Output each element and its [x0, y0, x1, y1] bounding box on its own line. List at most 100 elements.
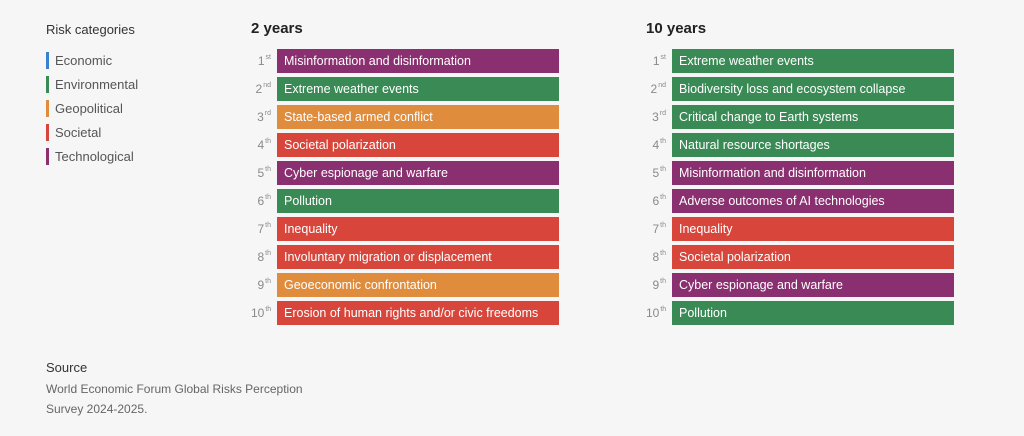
rank-number: 6th: [646, 194, 672, 208]
two-year-title: 2 years: [251, 20, 303, 37]
ranking-row: 5th Cyber espionage and warfare: [251, 159, 559, 187]
rank-value: 10: [251, 306, 265, 320]
legend-swatch: [46, 51, 49, 69]
rank-suffix: th: [660, 278, 666, 285]
rank-number: 9th: [646, 278, 672, 292]
rank-number: 7th: [646, 222, 672, 236]
ranking-row: 10th Pollution: [646, 299, 954, 327]
rank-number: 5th: [646, 166, 672, 180]
rank-suffix: th: [265, 222, 271, 229]
source-text: World Economic Forum Global Risks Percep…: [46, 382, 303, 416]
two-year-ranking: 2 years 1st Misinformation and disinforma…: [251, 20, 559, 327]
rank-suffix: rd: [659, 110, 666, 117]
rank-value: 6: [652, 194, 660, 208]
legend-swatch: [46, 147, 49, 165]
rank-suffix: th: [660, 166, 666, 173]
risk-bar: Geoeconomic confrontation: [277, 273, 559, 297]
rank-suffix: th: [265, 250, 271, 257]
legend-label: Economic: [55, 52, 113, 68]
risk-bar: Extreme weather events: [277, 77, 559, 101]
legend-swatch: [46, 99, 49, 117]
risk-bar: Pollution: [672, 301, 954, 325]
source-note: Source World Economic Forum Global Risks…: [46, 360, 306, 419]
rank-number: 3rd: [251, 110, 277, 124]
ten-year-title: 10 years: [646, 20, 707, 37]
legend-item-economic: Economic: [46, 48, 236, 72]
ranking-row: 5th Misinformation and disinformation: [646, 159, 954, 187]
risk-bar: Pollution: [277, 189, 559, 213]
risk-bar: Erosion of human rights and/or civic fre…: [277, 301, 559, 325]
rank-value: 6: [257, 194, 265, 208]
ranking-row: 4th Natural resource shortages: [646, 131, 954, 159]
ranking-row: 3rd Critical change to Earth systems: [646, 103, 954, 131]
risk-bar: State-based armed conflict: [277, 105, 559, 129]
ten-year-rows: 1st Extreme weather events 2nd Biodiversity…: [646, 47, 954, 327]
rank-value: 1: [257, 54, 265, 68]
rank-value: 3: [652, 110, 659, 124]
risk-bar: Cyber espionage and warfare: [672, 273, 954, 297]
ranking-row: 7th Inequality: [251, 215, 559, 243]
rank-number: 2nd: [251, 82, 277, 96]
legend-swatch: [46, 123, 49, 141]
ranking-row: 4th Societal polarization: [251, 131, 559, 159]
ranking-row: 1st Misinformation and disinformation: [251, 47, 559, 75]
risk-bar: Societal polarization: [672, 245, 954, 269]
ranking-row: 8th Societal polarization: [646, 243, 954, 271]
rank-value: 2: [255, 82, 263, 96]
ranking-row: 9th Cyber espionage and warfare: [646, 271, 954, 299]
rank-suffix: st: [265, 54, 271, 61]
rank-number: 3rd: [646, 110, 672, 124]
rank-suffix: th: [265, 166, 271, 173]
rank-suffix: nd: [658, 82, 666, 89]
ranking-row: 3rd State-based armed conflict: [251, 103, 559, 131]
ten-year-ranking: 10 years 1st Extreme weather events 2nd Bio…: [646, 20, 954, 327]
rank-number: 2nd: [646, 82, 672, 96]
risk-bar: Misinformation and disinformation: [277, 49, 559, 73]
two-year-rows: 1st Misinformation and disinformation 2nd E…: [251, 47, 559, 327]
legend-swatch: [46, 75, 49, 93]
rank-suffix: th: [265, 278, 271, 285]
legend-item-geopolitical: Geopolitical: [46, 96, 236, 120]
legend-label: Environmental: [55, 76, 139, 92]
rank-value: 2: [650, 82, 658, 96]
rank-suffix: th: [660, 222, 666, 229]
legend-item-environmental: Environmental: [46, 72, 236, 96]
rank-value: 8: [652, 250, 660, 264]
rank-number: 7th: [251, 222, 277, 236]
rank-number: 6th: [251, 194, 277, 208]
risk-bar: Biodiversity loss and ecosystem collapse: [672, 77, 954, 101]
rank-value: 7: [257, 222, 265, 236]
ranking-row: 2nd Biodiversity loss and ecosystem colla…: [646, 75, 954, 103]
rank-number: 10th: [251, 306, 277, 320]
rank-suffix: th: [660, 138, 666, 145]
ranking-row: 8th Involuntary migration or displacement: [251, 243, 559, 271]
ranking-row: 6th Pollution: [251, 187, 559, 215]
risk-bar: Inequality: [672, 217, 954, 241]
rank-suffix: st: [660, 54, 666, 61]
risk-bar: Societal polarization: [277, 133, 559, 157]
rank-value: 8: [257, 250, 265, 264]
rank-suffix: th: [660, 250, 666, 257]
rank-suffix: th: [265, 306, 272, 313]
legend-item-societal: Societal: [46, 120, 236, 144]
rank-suffix: th: [265, 138, 271, 145]
rank-number: 4th: [646, 138, 672, 152]
ranking-row: 7th Inequality: [646, 215, 954, 243]
rank-value: 5: [652, 166, 660, 180]
rank-value: 4: [257, 138, 265, 152]
rank-number: 5th: [251, 166, 277, 180]
risk-bar: Inequality: [277, 217, 559, 241]
source-title: Source: [46, 360, 88, 375]
risk-bar: Natural resource shortages: [672, 133, 954, 157]
legend-label: Geopolitical: [55, 100, 123, 116]
risk-bar: Critical change to Earth systems: [672, 105, 954, 129]
risk-bar: Involuntary migration or displacement: [277, 245, 559, 269]
rank-number: 4th: [251, 138, 277, 152]
legend-label: Societal: [55, 124, 102, 140]
rank-number: 1st: [251, 54, 277, 68]
rank-suffix: th: [265, 194, 271, 201]
rank-number: 8th: [646, 250, 672, 264]
rank-number: 8th: [251, 250, 277, 264]
rank-value: 5: [257, 166, 265, 180]
legend-items: Economic Environmental Geopolitical Societa…: [46, 48, 236, 168]
